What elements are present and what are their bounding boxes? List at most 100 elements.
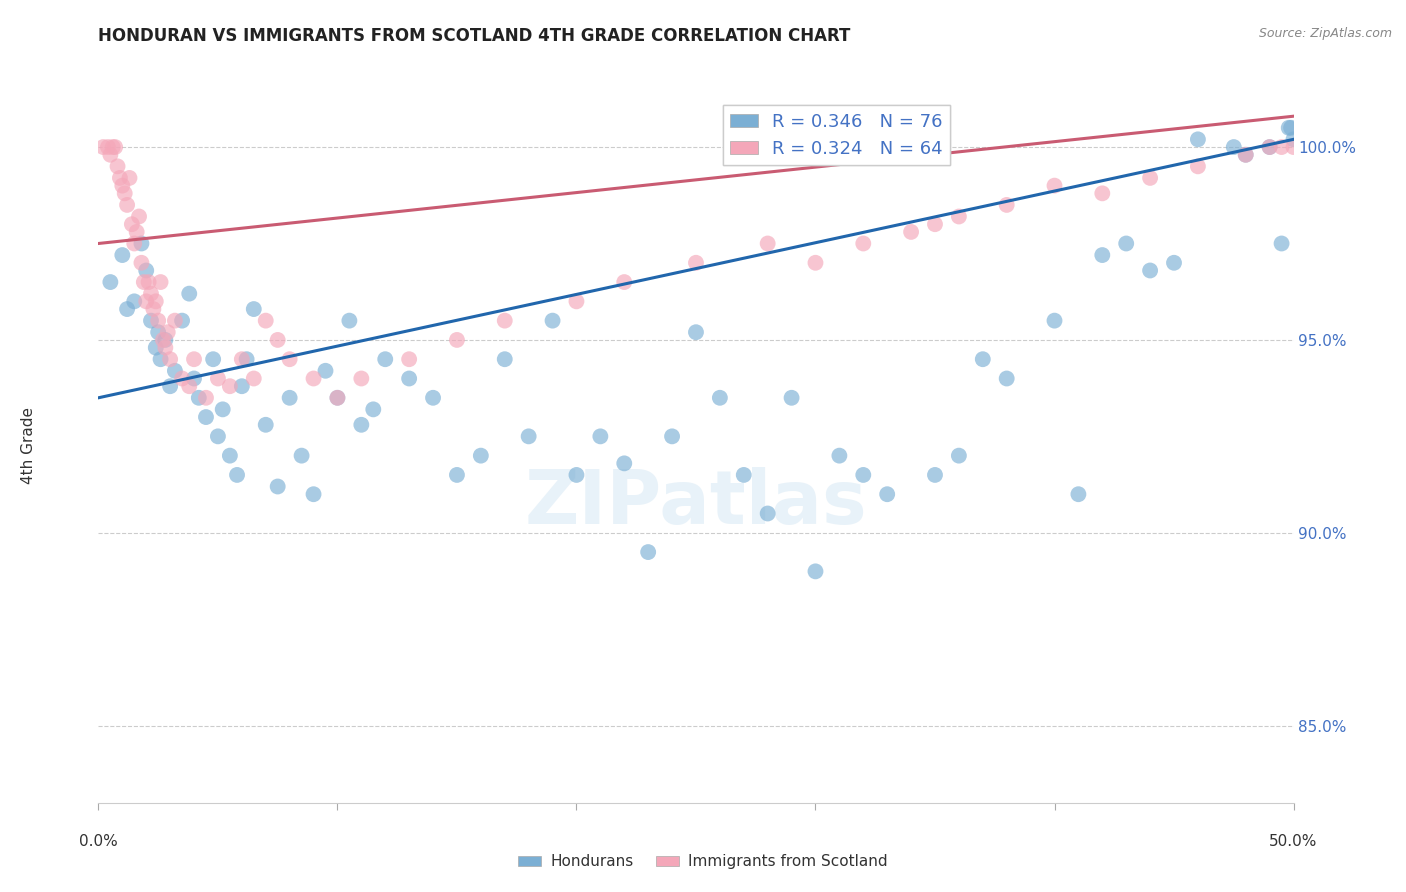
- Point: [163, 364, 186, 378]
- Point: [159, 352, 181, 367]
- Point: [589, 429, 612, 443]
- Point: [226, 467, 249, 482]
- Point: [709, 391, 731, 405]
- Point: [98, 275, 122, 289]
- Point: [350, 371, 373, 385]
- Point: [155, 341, 177, 355]
- Point: [1234, 148, 1257, 162]
- Point: [900, 225, 922, 239]
- Point: [111, 178, 134, 193]
- Point: [470, 449, 492, 463]
- Point: [278, 352, 301, 367]
- Point: [148, 325, 170, 339]
- Point: [422, 391, 444, 405]
- Point: [1187, 132, 1209, 146]
- Point: [446, 467, 468, 482]
- Text: ZIPatlas: ZIPatlas: [524, 467, 868, 540]
- Point: [302, 371, 325, 385]
- Point: [231, 379, 253, 393]
- Point: [804, 256, 827, 270]
- Point: [995, 198, 1018, 212]
- Point: [149, 275, 172, 289]
- Point: [541, 313, 564, 327]
- Point: [187, 391, 209, 405]
- Point: [1282, 140, 1305, 154]
- Point: [207, 371, 229, 385]
- Point: [163, 313, 186, 327]
- Point: [202, 352, 225, 367]
- Point: [124, 236, 146, 251]
- Point: [613, 275, 636, 289]
- Point: [290, 449, 312, 463]
- Point: [125, 225, 148, 239]
- Point: [98, 148, 122, 162]
- Point: [278, 391, 301, 405]
- Point: [145, 294, 167, 309]
- Point: [1115, 236, 1137, 251]
- Point: [1271, 140, 1294, 154]
- Text: 50.0%: 50.0%: [1270, 834, 1317, 849]
- Point: [104, 140, 127, 154]
- Point: [315, 364, 337, 378]
- Legend: Hondurans, Immigrants from Scotland: Hondurans, Immigrants from Scotland: [512, 848, 894, 875]
- Point: [115, 301, 138, 316]
- Point: [1278, 120, 1301, 135]
- Point: [1222, 140, 1246, 154]
- Point: [194, 391, 218, 405]
- Point: [135, 294, 157, 309]
- Text: 4th Grade: 4th Grade: [21, 408, 35, 484]
- Point: [1043, 313, 1066, 327]
- Point: [374, 352, 396, 367]
- Point: [661, 429, 683, 443]
- Point: [363, 402, 385, 417]
- Point: [1279, 120, 1302, 135]
- Point: [101, 140, 124, 154]
- Point: [446, 333, 468, 347]
- Point: [97, 140, 120, 154]
- Point: [91, 140, 114, 154]
- Point: [124, 294, 146, 309]
- Point: [756, 236, 779, 251]
- Point: [637, 545, 659, 559]
- Point: [148, 313, 170, 327]
- Point: [1282, 132, 1305, 146]
- Point: [398, 352, 420, 367]
- Point: [1067, 487, 1090, 501]
- Point: [145, 341, 167, 355]
- Point: [1258, 140, 1281, 154]
- Point: [565, 467, 588, 482]
- Point: [179, 286, 201, 301]
- Point: [924, 217, 946, 231]
- Point: [326, 391, 349, 405]
- Point: [128, 210, 150, 224]
- Point: [494, 352, 516, 367]
- Text: 0.0%: 0.0%: [79, 834, 118, 849]
- Point: [780, 391, 803, 405]
- Point: [1091, 186, 1114, 201]
- Point: [131, 256, 153, 270]
- Point: [139, 313, 162, 327]
- Point: [243, 371, 266, 385]
- Point: [948, 449, 970, 463]
- Point: [339, 313, 360, 327]
- Point: [152, 333, 174, 347]
- Point: [179, 379, 201, 393]
- Point: [852, 467, 875, 482]
- Text: HONDURAN VS IMMIGRANTS FROM SCOTLAND 4TH GRADE CORRELATION CHART: HONDURAN VS IMMIGRANTS FROM SCOTLAND 4TH…: [98, 27, 851, 45]
- Point: [194, 410, 218, 425]
- Point: [733, 467, 755, 482]
- Point: [1043, 178, 1066, 193]
- Point: [1139, 170, 1161, 185]
- Point: [613, 456, 636, 470]
- Point: [149, 352, 172, 367]
- Point: [118, 170, 141, 185]
- Point: [1139, 263, 1161, 277]
- Point: [219, 449, 242, 463]
- Point: [138, 275, 160, 289]
- Point: [972, 352, 994, 367]
- Point: [172, 371, 194, 385]
- Point: [1234, 148, 1257, 162]
- Point: [172, 313, 194, 327]
- Point: [155, 333, 177, 347]
- Point: [302, 487, 325, 501]
